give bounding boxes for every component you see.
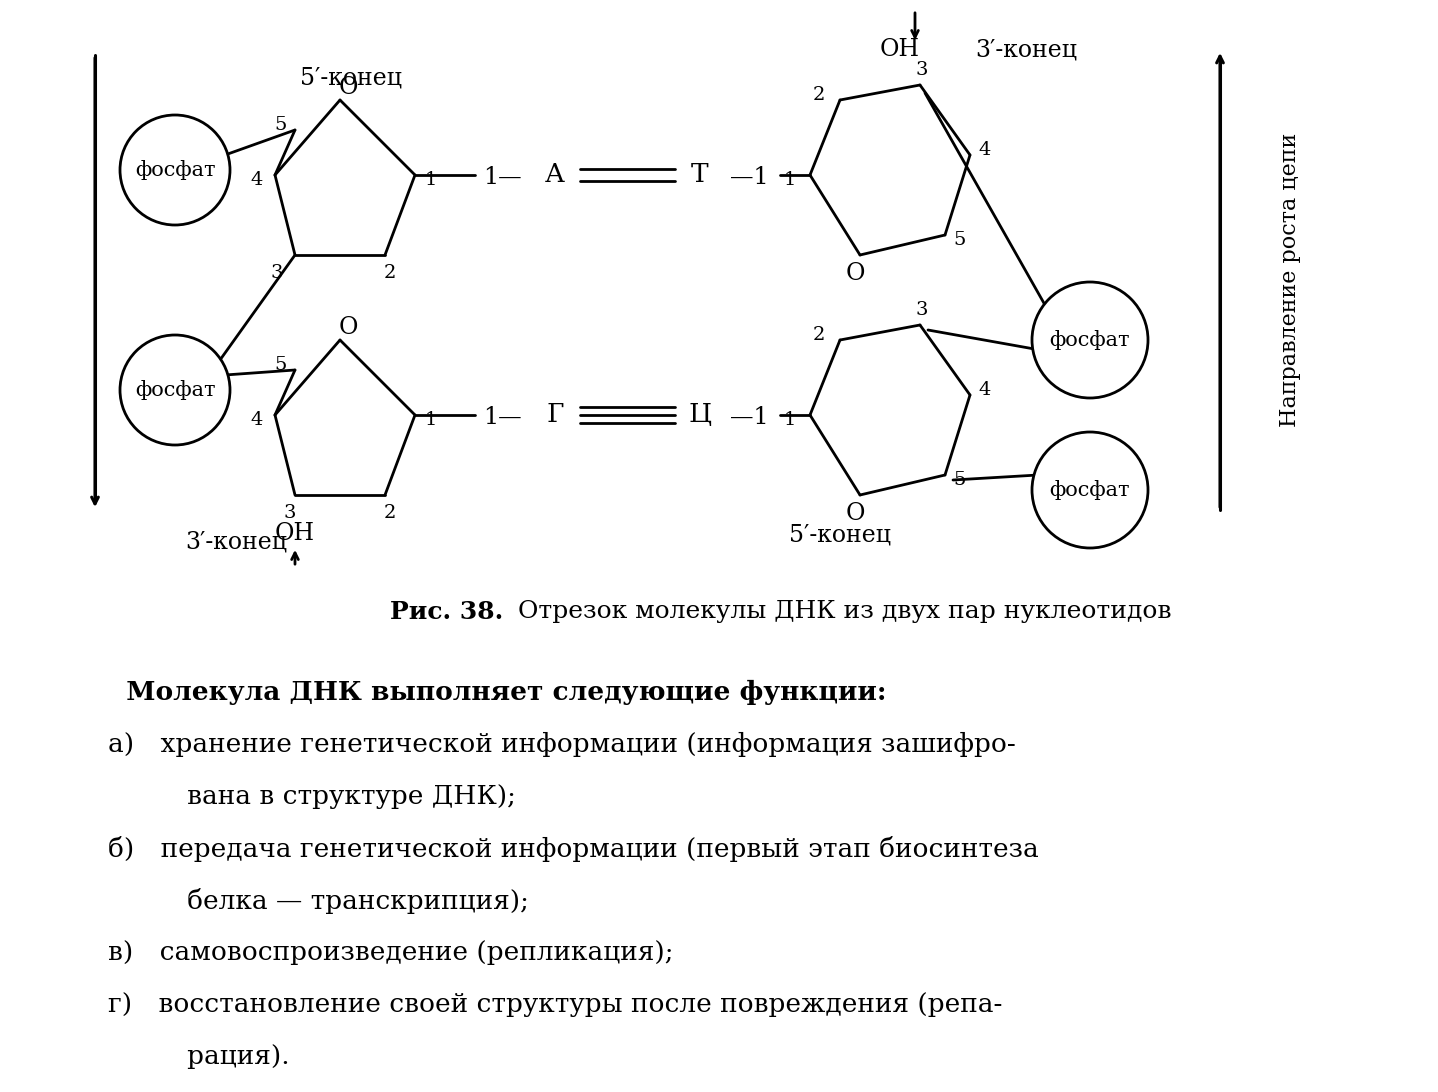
Text: 1: 1: [424, 411, 437, 429]
Text: O: O: [846, 501, 864, 524]
Text: Отрезок молекулы ДНК из двух пар нуклеотидов: Отрезок молекулы ДНК из двух пар нуклеот…: [510, 600, 1172, 624]
Text: 1: 1: [784, 411, 797, 429]
Text: белка — транскрипция);: белка — транскрипция);: [108, 888, 529, 914]
Text: 4: 4: [250, 171, 263, 189]
Text: Ц: Ц: [689, 403, 712, 427]
Text: 3: 3: [283, 505, 296, 522]
Text: —1: —1: [731, 405, 769, 428]
Text: А: А: [545, 163, 565, 188]
Text: 1—: 1—: [483, 166, 522, 189]
Text: г) восстановление своей структуры после повреждения (репа-: г) восстановление своей структуры после …: [108, 992, 1002, 1017]
Text: фосфат: фосфат: [135, 380, 216, 400]
Text: O: O: [846, 261, 864, 285]
Text: —1: —1: [731, 166, 769, 189]
Circle shape: [119, 115, 230, 225]
Text: 2: 2: [384, 264, 397, 282]
Text: OH: OH: [880, 38, 920, 61]
Text: 3′-конец: 3′-конец: [186, 531, 288, 554]
Text: 5′-конец: 5′-конец: [789, 523, 892, 546]
Text: 3: 3: [916, 61, 929, 79]
Text: 4: 4: [979, 141, 991, 159]
Text: а) хранение генетической информации (информация зашифро-: а) хранение генетической информации (инф…: [108, 732, 1015, 757]
Text: Молекула ДНК выполняет следующие функции:: Молекула ДНК выполняет следующие функции…: [108, 680, 886, 705]
Text: 3: 3: [916, 301, 929, 319]
Text: 1—: 1—: [483, 405, 522, 428]
Circle shape: [119, 335, 230, 446]
Text: O: O: [338, 76, 358, 99]
Circle shape: [1032, 282, 1148, 397]
Text: 5: 5: [275, 356, 288, 373]
Text: 5: 5: [275, 116, 288, 134]
Text: фосфат: фосфат: [135, 161, 216, 180]
Text: 2: 2: [384, 505, 397, 522]
Text: в) самовоспроизведение (репликация);: в) самовоспроизведение (репликация);: [108, 940, 673, 965]
Circle shape: [1032, 432, 1148, 548]
Text: вана в структуре ДНК);: вана в структуре ДНК);: [108, 784, 516, 809]
Text: б) передача генетической информации (первый этап биосинтеза: б) передача генетической информации (пер…: [108, 836, 1038, 862]
Text: рация).: рация).: [108, 1044, 289, 1069]
Text: Направление роста цепи: Направление роста цепи: [1278, 133, 1301, 427]
Text: 5: 5: [953, 232, 966, 249]
Text: 1: 1: [424, 171, 437, 189]
Text: 4: 4: [250, 411, 263, 429]
Text: фосфат: фосфат: [1050, 330, 1130, 351]
Text: 5′-конец: 5′-конец: [301, 67, 403, 90]
Text: 2: 2: [812, 86, 825, 104]
Text: O: O: [338, 317, 358, 340]
Text: 5: 5: [953, 471, 966, 489]
Text: 3′-конец: 3′-конец: [975, 38, 1077, 61]
Text: фосфат: фосфат: [1050, 480, 1130, 500]
Text: Т: Т: [692, 163, 709, 188]
Text: 3: 3: [270, 264, 283, 282]
Text: Г: Г: [546, 403, 564, 427]
Text: 4: 4: [979, 381, 991, 399]
Text: OH: OH: [275, 522, 315, 545]
Text: 1: 1: [784, 171, 797, 189]
Text: Рис. 38.: Рис. 38.: [390, 600, 503, 624]
Text: 2: 2: [812, 327, 825, 344]
